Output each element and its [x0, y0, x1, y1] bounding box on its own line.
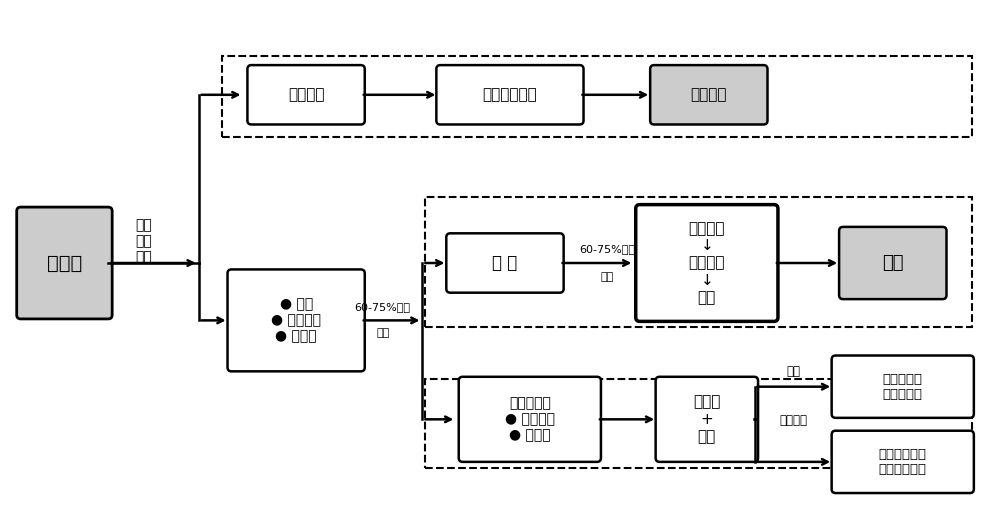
- Text: 柠機苦素和
黄酮口服液: 柠機苦素和 黄酮口服液: [883, 373, 923, 401]
- FancyBboxPatch shape: [17, 207, 112, 319]
- FancyBboxPatch shape: [839, 227, 947, 299]
- Text: 脱酒精
+
浓缩: 脱酒精 + 浓缩: [693, 394, 721, 444]
- Text: 酒精废液：
● 柠機苦素
● 黄酮类: 酒精废液： ● 柠機苦素 ● 黄酮类: [505, 396, 555, 442]
- Text: 喷雾干燥: 喷雾干燥: [779, 414, 807, 427]
- Text: 沉 淤: 沉 淤: [492, 254, 518, 272]
- Text: 离心: 离心: [376, 328, 389, 338]
- Text: 果胶
提取
工艺: 果胶 提取 工艺: [136, 218, 152, 265]
- FancyBboxPatch shape: [832, 356, 974, 418]
- FancyBboxPatch shape: [459, 377, 601, 462]
- FancyBboxPatch shape: [228, 269, 365, 371]
- Text: 60-75%乙醇: 60-75%乙醇: [579, 244, 635, 254]
- FancyBboxPatch shape: [832, 431, 974, 493]
- Text: 柑橘纤维: 柑橘纤维: [691, 87, 727, 102]
- Text: 柠機苦素和黄
酮类物质干粉: 柠機苦素和黄 酮类物质干粉: [879, 448, 927, 476]
- FancyBboxPatch shape: [636, 205, 778, 321]
- Text: 60-75%乙醇: 60-75%乙醇: [355, 302, 411, 312]
- Text: 物性修饰工艺: 物性修饰工艺: [483, 87, 537, 102]
- Text: 辅料: 辅料: [786, 365, 800, 378]
- FancyBboxPatch shape: [650, 65, 768, 125]
- Text: 果胶: 果胶: [882, 254, 904, 272]
- Text: 柑橘皮: 柑橘皮: [47, 254, 82, 272]
- Text: ● 果胶
● 柠機苦素
● 黄酮类: ● 果胶 ● 柠機苦素 ● 黄酮类: [271, 297, 321, 343]
- Text: 脱除酒精
↓
真空干燥
↓
造粒: 脱除酒精 ↓ 真空干燥 ↓ 造粒: [689, 221, 725, 305]
- FancyBboxPatch shape: [247, 65, 365, 125]
- Text: 沉淀: 沉淀: [601, 272, 614, 282]
- FancyBboxPatch shape: [446, 234, 564, 292]
- Text: 柑橘皮渣: 柑橘皮渣: [288, 87, 324, 102]
- FancyBboxPatch shape: [656, 377, 758, 462]
- FancyBboxPatch shape: [436, 65, 584, 125]
